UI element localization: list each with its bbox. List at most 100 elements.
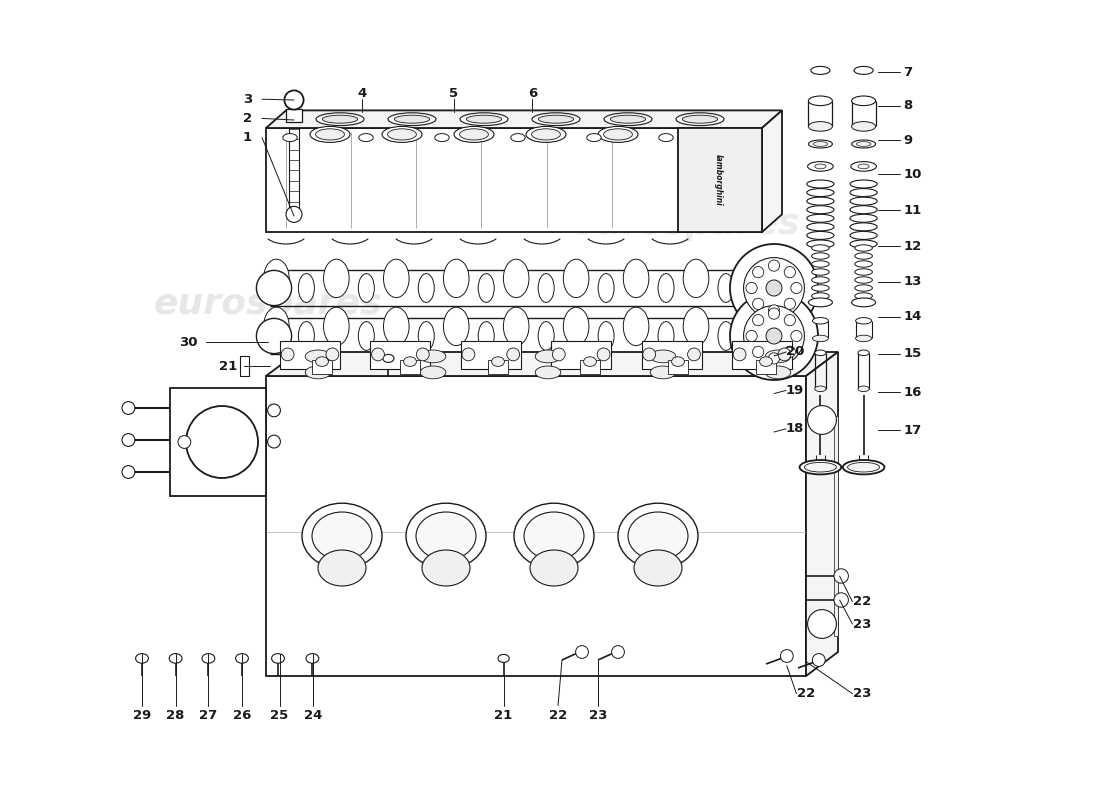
Ellipse shape — [530, 550, 578, 586]
Ellipse shape — [672, 357, 684, 366]
Circle shape — [122, 402, 135, 414]
Ellipse shape — [538, 115, 573, 123]
Circle shape — [256, 270, 292, 306]
Ellipse shape — [305, 366, 331, 379]
Ellipse shape — [856, 335, 871, 342]
Ellipse shape — [406, 503, 486, 569]
Ellipse shape — [634, 550, 682, 586]
Text: 30: 30 — [179, 336, 198, 349]
Ellipse shape — [322, 115, 358, 123]
Text: 23: 23 — [852, 618, 871, 630]
Ellipse shape — [806, 240, 834, 248]
Circle shape — [769, 260, 780, 271]
Bar — [461, 341, 520, 369]
Ellipse shape — [202, 654, 215, 663]
Text: 13: 13 — [903, 275, 922, 288]
Ellipse shape — [492, 357, 505, 366]
Ellipse shape — [815, 386, 826, 392]
Bar — [757, 360, 776, 374]
Ellipse shape — [808, 96, 833, 106]
Ellipse shape — [384, 259, 409, 298]
Ellipse shape — [855, 261, 872, 267]
Ellipse shape — [843, 460, 884, 474]
Ellipse shape — [264, 307, 289, 346]
Ellipse shape — [855, 285, 872, 291]
Ellipse shape — [855, 277, 872, 283]
Ellipse shape — [850, 180, 877, 188]
Ellipse shape — [384, 307, 409, 346]
Ellipse shape — [850, 231, 877, 239]
Ellipse shape — [526, 126, 566, 142]
Ellipse shape — [624, 307, 649, 346]
Ellipse shape — [812, 293, 829, 299]
Circle shape — [286, 206, 302, 222]
Ellipse shape — [323, 259, 349, 298]
Ellipse shape — [812, 285, 829, 291]
Ellipse shape — [815, 164, 826, 169]
Ellipse shape — [536, 350, 561, 362]
Ellipse shape — [135, 654, 149, 663]
Ellipse shape — [510, 134, 525, 142]
Ellipse shape — [310, 126, 350, 142]
Ellipse shape — [688, 348, 701, 361]
Ellipse shape — [504, 307, 529, 346]
Ellipse shape — [650, 350, 675, 362]
Text: 8: 8 — [903, 99, 913, 112]
Circle shape — [752, 298, 763, 310]
Circle shape — [834, 569, 848, 583]
Ellipse shape — [850, 223, 877, 231]
Text: 7: 7 — [903, 66, 913, 78]
Ellipse shape — [850, 240, 877, 248]
Ellipse shape — [598, 274, 614, 302]
Bar — [732, 341, 792, 369]
Text: 16: 16 — [903, 386, 922, 398]
Ellipse shape — [804, 462, 836, 472]
Bar — [371, 341, 430, 369]
Ellipse shape — [812, 253, 829, 259]
Ellipse shape — [462, 348, 475, 361]
Circle shape — [752, 346, 763, 358]
Text: 21: 21 — [495, 709, 513, 722]
Bar — [669, 360, 688, 374]
Ellipse shape — [478, 274, 494, 302]
Ellipse shape — [850, 206, 877, 214]
Ellipse shape — [807, 162, 833, 171]
Ellipse shape — [302, 503, 382, 569]
Ellipse shape — [597, 348, 611, 361]
Ellipse shape — [536, 366, 561, 379]
Text: 6: 6 — [528, 87, 537, 100]
Ellipse shape — [766, 366, 791, 379]
Ellipse shape — [850, 214, 877, 222]
Ellipse shape — [808, 122, 833, 131]
Circle shape — [766, 328, 782, 344]
Bar — [581, 360, 600, 374]
Text: 24: 24 — [304, 709, 322, 722]
Text: 20: 20 — [785, 346, 804, 358]
Ellipse shape — [417, 348, 429, 361]
Ellipse shape — [316, 357, 329, 366]
Bar — [641, 341, 702, 369]
Ellipse shape — [610, 115, 646, 123]
Circle shape — [744, 306, 804, 366]
Text: 21: 21 — [219, 360, 238, 373]
Ellipse shape — [507, 348, 519, 361]
Ellipse shape — [800, 460, 842, 474]
Circle shape — [744, 258, 804, 318]
Ellipse shape — [466, 115, 502, 123]
Circle shape — [791, 330, 802, 342]
Text: 29: 29 — [133, 709, 151, 722]
Ellipse shape — [598, 126, 638, 142]
Ellipse shape — [418, 322, 434, 350]
Circle shape — [730, 292, 818, 380]
Ellipse shape — [604, 129, 632, 140]
Ellipse shape — [305, 350, 331, 362]
Ellipse shape — [858, 164, 869, 169]
Polygon shape — [762, 110, 782, 232]
Text: 5: 5 — [450, 87, 459, 100]
Ellipse shape — [316, 129, 344, 140]
Circle shape — [186, 406, 258, 478]
Ellipse shape — [312, 512, 372, 560]
Ellipse shape — [808, 140, 833, 148]
Text: 10: 10 — [903, 168, 922, 181]
Ellipse shape — [264, 259, 289, 298]
